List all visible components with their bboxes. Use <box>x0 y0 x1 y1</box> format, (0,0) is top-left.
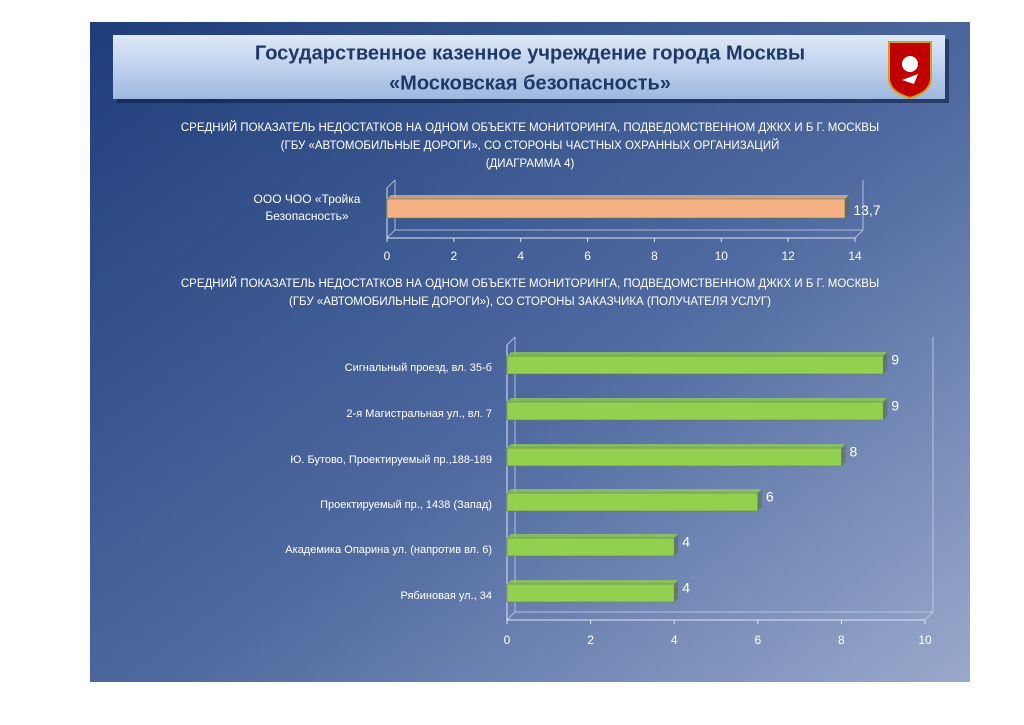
x-tick-label: 8 <box>838 633 845 647</box>
x-tick-label: 10 <box>715 249 729 263</box>
value-label: 6 <box>766 489 774 505</box>
bar <box>506 583 675 603</box>
x-tick-label: 0 <box>504 633 511 647</box>
value-label: 9 <box>891 352 899 368</box>
x-tick-label: 12 <box>781 249 795 263</box>
value-label: 4 <box>682 580 690 596</box>
plot-frame <box>506 336 934 621</box>
bar-side <box>674 534 679 556</box>
y-tick-label: Сигнальный проезд, вл. 35-б <box>345 362 492 374</box>
x-tick-label: 8 <box>651 249 658 263</box>
chart-title: СРЕДНИЙ ПОКАЗАТЕЛЬ НЕДОСТАТКОВ НА ОДНОМ … <box>181 121 879 134</box>
x-tick-label: 6 <box>754 633 761 647</box>
bar-top <box>507 352 888 356</box>
bar <box>506 355 884 375</box>
value-label: 9 <box>891 398 899 414</box>
chart-title: (ДИАГРАММА 4) <box>486 158 575 170</box>
bar <box>506 447 842 467</box>
chart-title: (ГБУ «АВТОМОБИЛЬНЫЕ ДОРОГИ»), СО СТОРОНЫ… <box>289 296 771 308</box>
bar-top <box>387 195 849 199</box>
x-tick-label: 0 <box>384 249 391 263</box>
x-tick-label: 4 <box>517 249 524 263</box>
bar <box>506 537 675 557</box>
value-label: 13,7 <box>853 202 880 218</box>
x-tick-label: 4 <box>671 633 678 647</box>
y-tick-label: ООО ЧОО «Тройка Безопасность» <box>253 191 361 223</box>
header-box <box>113 35 945 99</box>
bar <box>506 401 884 421</box>
category-label-box: ООО ЧОО «Тройка Безопасность» <box>253 191 361 223</box>
coat-of-arms <box>888 41 932 100</box>
chart-title: СРЕДНИЙ ПОКАЗАТЕЛЬ НЕДОСТАТКОВ НА ОДНОМ … <box>181 277 879 290</box>
bar <box>386 198 846 219</box>
bar-top <box>507 444 846 448</box>
y-tick-label: Ю. Бутово, Проектируемый пр.,188-189 <box>290 454 492 466</box>
bar-top <box>507 398 888 402</box>
bar-side <box>844 195 849 218</box>
x-tick-label: 2 <box>587 633 594 647</box>
bar-top <box>507 534 679 538</box>
y-tick-label: 2-я Магистральная ул., вл. 7 <box>346 408 492 420</box>
header-title: «Московская безопасность» <box>389 72 671 94</box>
bar-side <box>883 352 888 374</box>
bar-top <box>507 580 679 584</box>
bar <box>506 492 759 512</box>
bar-side <box>841 444 846 466</box>
chart-title: (ГБУ «АВТОМОБИЛЬНЫЕ ДОРОГИ», СО СТОРОНЫ … <box>281 139 780 152</box>
y-tick-label: Проектируемый пр., 1438 (Запад) <box>320 499 492 511</box>
header-title: Государственное казенное учреждение горо… <box>255 42 805 64</box>
value-label: 4 <box>682 534 690 550</box>
x-tick-label: 14 <box>848 249 862 263</box>
bar-top <box>507 489 762 493</box>
bar-side <box>883 398 888 420</box>
y-tick-label: Академика Опарина ул. (напротив вл. 6) <box>285 544 492 556</box>
bar-side <box>757 489 762 511</box>
x-tick-label: 2 <box>451 249 458 263</box>
y-tick-label: Рябиновая ул., 34 <box>401 590 493 602</box>
x-tick-label: 6 <box>584 249 591 263</box>
x-tick-label: 10 <box>918 633 932 647</box>
plot-frame <box>386 179 864 239</box>
bar-side <box>674 580 679 602</box>
value-label: 8 <box>850 444 858 460</box>
